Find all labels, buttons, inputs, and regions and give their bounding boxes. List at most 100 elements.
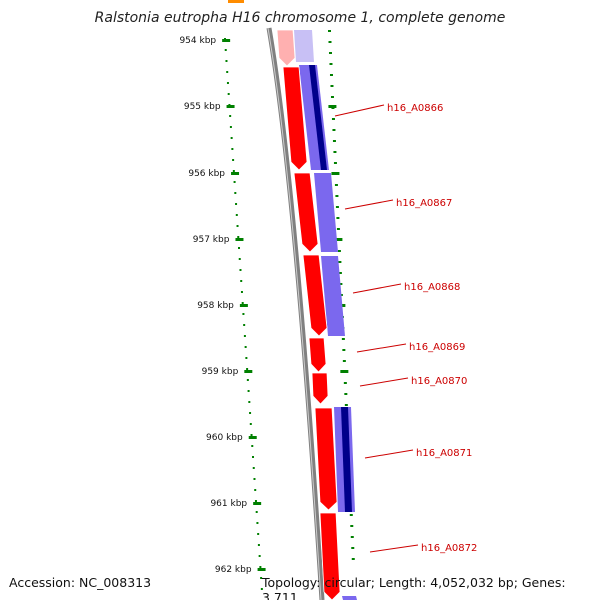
backbone-line bbox=[266, 27, 325, 600]
major-tick bbox=[248, 436, 257, 439]
minor-tick bbox=[330, 96, 334, 98]
minor-tick bbox=[254, 500, 257, 502]
minor-tick bbox=[238, 247, 241, 249]
minor-tick bbox=[252, 456, 255, 458]
minor-tick bbox=[338, 272, 342, 274]
gene-label[interactable]: h16_A0870 bbox=[411, 376, 467, 387]
cds-arrow bbox=[308, 337, 327, 373]
backbone-highlight bbox=[267, 27, 322, 600]
gene-label[interactable]: h16_A0871 bbox=[416, 448, 472, 459]
minor-tick bbox=[349, 514, 353, 516]
minor-tick bbox=[239, 269, 242, 271]
minor-tick bbox=[257, 544, 260, 546]
label-leader-line bbox=[352, 283, 402, 294]
kbp-label: 957 kbp bbox=[193, 235, 230, 245]
kbp-label: 961 kbp bbox=[210, 499, 247, 509]
minor-tick bbox=[226, 82, 229, 84]
cds-arrow bbox=[293, 172, 319, 253]
minor-tick bbox=[234, 192, 237, 194]
minor-tick bbox=[342, 349, 346, 351]
minor-tick bbox=[351, 547, 355, 549]
minor-tick bbox=[350, 536, 354, 538]
minor-tick bbox=[235, 214, 238, 216]
minor-tick bbox=[331, 118, 335, 120]
minor-tick bbox=[226, 71, 229, 73]
orange-feature bbox=[228, 0, 244, 3]
backbone-track bbox=[266, 27, 325, 600]
minor-tick bbox=[252, 467, 255, 469]
gene-label[interactable]: h16_A0866 bbox=[387, 103, 443, 114]
gene-label[interactable]: h16_A0867 bbox=[396, 198, 452, 209]
kbp-label: 960 kbp bbox=[206, 433, 243, 443]
scale-ticks: 954 kbp 955 kbp 956 kbp 957 kbp 958 kbp 959 k… bbox=[179, 30, 355, 590]
minor-tick bbox=[338, 261, 342, 263]
minor-tick bbox=[247, 390, 250, 392]
kbp-label: 962 kbp bbox=[215, 565, 252, 575]
cds-track bbox=[276, 29, 341, 600]
minor-tick bbox=[233, 181, 236, 183]
minor-tick bbox=[344, 404, 348, 406]
minor-tick bbox=[344, 393, 348, 395]
label-leader-line bbox=[369, 544, 419, 553]
minor-tick bbox=[232, 159, 235, 161]
gene-label[interactable]: h16_A0869 bbox=[409, 342, 465, 353]
minor-tick bbox=[336, 217, 340, 219]
gene-labels: h16_A0866 h16_A0867 h16_A0868 h16_A0869 h16_… bbox=[334, 103, 477, 554]
minor-tick bbox=[257, 533, 260, 535]
minor-tick bbox=[335, 195, 339, 197]
kbp-label: 958 kbp bbox=[197, 301, 234, 311]
minor-tick bbox=[328, 41, 332, 43]
major-tick bbox=[244, 370, 253, 373]
minor-tick bbox=[246, 368, 249, 370]
minor-tick bbox=[351, 558, 355, 560]
minor-tick bbox=[232, 170, 235, 172]
minor-tick bbox=[249, 423, 252, 425]
minor-tick bbox=[235, 203, 238, 205]
minor-tick bbox=[236, 225, 239, 227]
minor-tick bbox=[260, 577, 263, 579]
minor-tick bbox=[258, 555, 261, 557]
gene-label[interactable]: h16_A0872 bbox=[421, 543, 477, 554]
minor-tick bbox=[336, 228, 340, 230]
kbp-label: 954 kbp bbox=[179, 36, 216, 46]
major-tick bbox=[253, 502, 262, 505]
major-tick bbox=[334, 238, 343, 241]
gene-label[interactable]: h16_A0868 bbox=[404, 282, 460, 293]
minor-tick bbox=[241, 302, 244, 304]
minor-tick bbox=[250, 434, 253, 436]
label-leader-line bbox=[334, 104, 385, 117]
minor-tick bbox=[242, 313, 245, 315]
minor-tick bbox=[342, 360, 346, 362]
feature-segment bbox=[342, 596, 357, 600]
major-tick bbox=[239, 304, 248, 307]
minor-tick bbox=[245, 357, 248, 359]
minor-tick bbox=[253, 478, 256, 480]
feature-segment bbox=[321, 256, 345, 336]
minor-tick bbox=[237, 236, 240, 238]
label-leader-line bbox=[356, 343, 407, 353]
label-leader-line bbox=[364, 449, 414, 459]
cds-arrow bbox=[314, 407, 338, 511]
minor-tick bbox=[332, 140, 336, 142]
feature-segment bbox=[314, 173, 338, 252]
major-tick bbox=[231, 172, 240, 175]
minor-tick bbox=[230, 137, 233, 139]
minor-tick bbox=[328, 52, 332, 54]
minor-tick bbox=[249, 412, 252, 414]
minor-tick bbox=[229, 126, 232, 128]
accession-text: Accession: NC_008313 bbox=[9, 575, 152, 590]
kbp-label: 955 kbp bbox=[184, 102, 221, 112]
label-leader-line bbox=[344, 199, 394, 210]
feature-segment-dark bbox=[309, 65, 327, 170]
minor-tick bbox=[334, 184, 338, 186]
minor-tick bbox=[231, 148, 234, 150]
minor-tick bbox=[255, 511, 258, 513]
minor-tick bbox=[337, 250, 341, 252]
minor-tick bbox=[224, 49, 227, 51]
minor-tick bbox=[238, 258, 241, 260]
major-tick bbox=[257, 568, 266, 571]
feature-track bbox=[228, 0, 357, 600]
major-tick bbox=[340, 370, 349, 373]
minor-tick bbox=[240, 291, 243, 293]
